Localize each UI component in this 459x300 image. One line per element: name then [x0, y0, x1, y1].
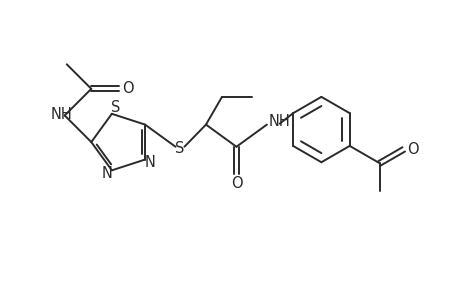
Text: NH: NH — [50, 107, 73, 122]
Text: O: O — [406, 142, 418, 157]
Text: NH: NH — [269, 114, 290, 129]
Text: N: N — [101, 166, 112, 181]
Text: O: O — [230, 176, 242, 191]
Text: N: N — [144, 155, 155, 170]
Text: S: S — [174, 141, 184, 156]
Text: S: S — [111, 100, 120, 116]
Text: O: O — [122, 81, 134, 96]
